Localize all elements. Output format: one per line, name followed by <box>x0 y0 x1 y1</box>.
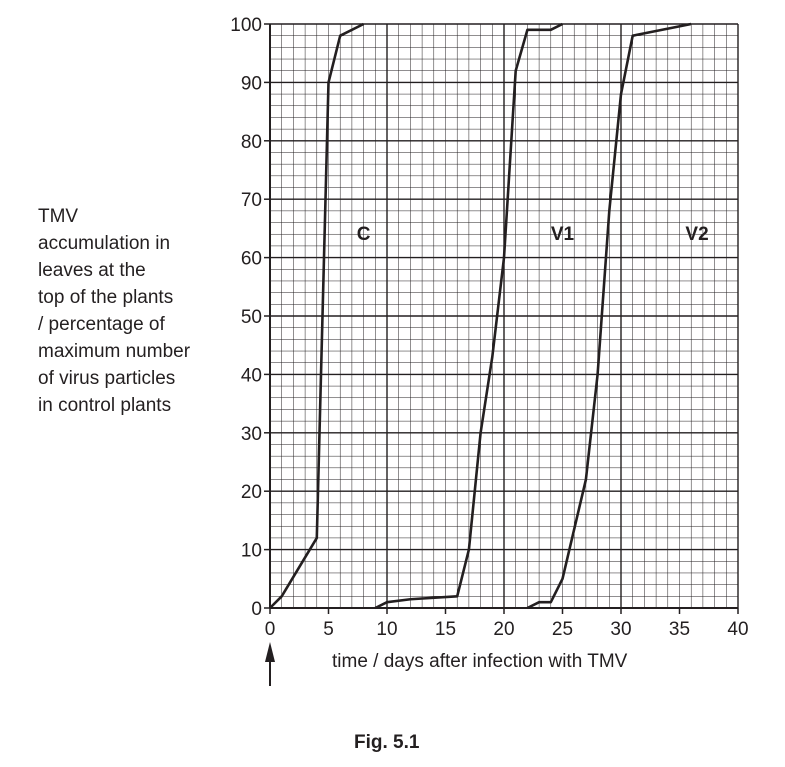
y-axis-label-line: accumulation in <box>38 233 171 254</box>
x-tick-label: 30 <box>610 619 631 640</box>
y-tick-label: 80 <box>241 132 262 153</box>
y-axis-label: TMV accumulation in leaves at the top of… <box>38 203 228 419</box>
x-tick-label: 40 <box>727 619 748 640</box>
chart-series-labels: C V1 V2 <box>357 224 709 245</box>
y-tick-label: 0 <box>251 599 262 620</box>
chart-tick-labels: 0 5 10 15 20 25 30 35 40 0 10 20 30 40 50 60 70 80 90 100 <box>230 15 748 640</box>
arrow-head <box>265 642 275 662</box>
y-axis-label-line: leaves at the <box>38 260 146 281</box>
y-axis-label-line: TMV <box>38 206 79 227</box>
y-tick-label: 30 <box>241 424 262 445</box>
series-line-v2 <box>526 22 692 610</box>
series-line-v1 <box>374 22 564 610</box>
y-axis-label-line: / percentage of <box>38 314 165 335</box>
y-tick-label: 70 <box>241 190 262 211</box>
x-tick-label: 20 <box>493 619 514 640</box>
y-tick-label: 20 <box>241 482 262 503</box>
x-tick-label: 10 <box>376 619 397 640</box>
chart-series <box>269 22 692 610</box>
figure-caption: Fig. 5.1 <box>354 732 420 753</box>
x-tick-label: 15 <box>435 619 456 640</box>
x-tick-label: 25 <box>552 619 573 640</box>
series-label-v1: V1 <box>551 224 575 245</box>
y-axis-label-line: in control plants <box>38 395 172 416</box>
x-tick-label: 5 <box>323 619 334 640</box>
y-axis-label-line: top of the plants <box>38 287 174 308</box>
series-label-v2: V2 <box>685 224 708 245</box>
x-tick-label: 0 <box>265 619 276 640</box>
y-tick-label: 60 <box>241 249 262 270</box>
infection-arrow <box>265 642 275 686</box>
y-axis-label-line: of virus particles <box>38 368 176 389</box>
y-tick-label: 10 <box>241 541 262 562</box>
series-line-c <box>269 22 365 609</box>
y-tick-label: 40 <box>241 365 262 386</box>
y-tick-label: 50 <box>241 307 262 328</box>
x-axis-label: time / days after infection with TMV <box>332 651 628 672</box>
chart-grid <box>269 23 739 609</box>
x-tick-label: 35 <box>669 619 690 640</box>
y-tick-label: 100 <box>230 15 262 36</box>
y-axis-label-line: maximum number <box>38 341 191 362</box>
y-tick-label: 90 <box>241 73 262 94</box>
series-label-c: C <box>357 224 371 245</box>
